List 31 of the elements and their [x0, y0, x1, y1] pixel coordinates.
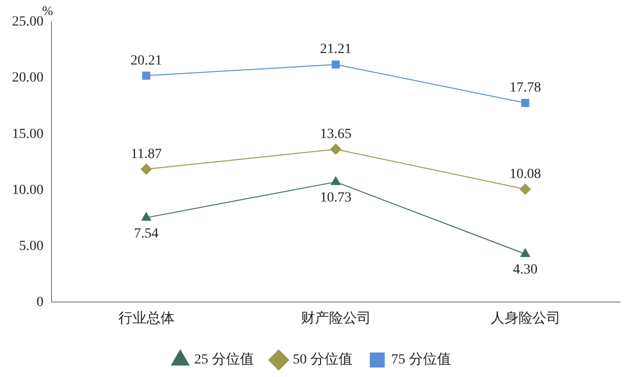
y-tick-label: 5.00	[19, 238, 44, 254]
point	[140, 164, 152, 175]
legend-label: 25 分位值	[194, 352, 254, 368]
data-label: 21.21	[320, 42, 352, 58]
legend-label: 75 分位值	[391, 352, 451, 368]
point	[521, 98, 530, 107]
y-tick-label: 0	[36, 294, 44, 310]
y-tick-label: 20.00	[12, 70, 44, 86]
data-label: 13.65	[320, 126, 352, 142]
y-axis-title: %	[42, 2, 54, 18]
data-label: 4.30	[513, 262, 538, 278]
point	[332, 60, 340, 69]
data-label: 17.78	[510, 80, 541, 96]
data-label: 20.21	[130, 53, 162, 68]
point	[520, 184, 531, 195]
data-label: 10.73	[320, 190, 352, 206]
point	[520, 248, 530, 258]
point	[330, 176, 341, 185]
point	[330, 144, 342, 155]
data-label: 10.08	[510, 166, 541, 182]
y-tick-label: 10.00	[12, 182, 44, 198]
y-tick-label: 25.00	[12, 14, 44, 30]
x-tick-label: 财产险公司	[300, 310, 371, 326]
data-label: 11.87	[130, 146, 162, 162]
x-tick-label: 行业总体	[118, 310, 174, 326]
data-label: 7.54	[134, 226, 158, 242]
point	[142, 72, 150, 80]
legend-label: 50 分位值	[292, 352, 352, 368]
point	[141, 212, 152, 221]
x-tick-label: 人身险公司	[490, 310, 560, 326]
y-tick-label: 15.00	[12, 126, 44, 142]
